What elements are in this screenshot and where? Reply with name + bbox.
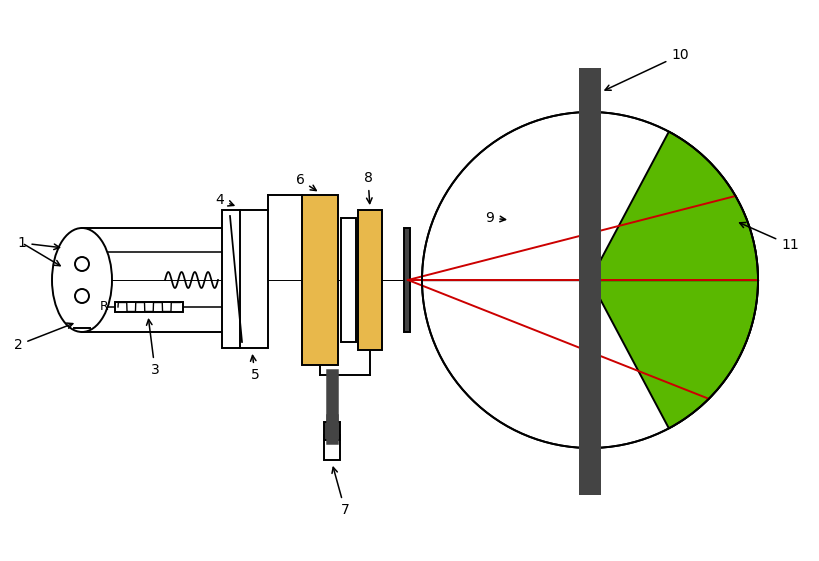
Bar (404, 228, 410, 332)
Text: 2: 2 (14, 323, 73, 352)
Ellipse shape (52, 228, 112, 332)
Text: 10: 10 (604, 48, 688, 90)
Bar (341, 218, 355, 342)
Text: R: R (99, 301, 108, 314)
Bar (578, 68, 600, 495)
Text: 5: 5 (250, 356, 259, 382)
Text: 3: 3 (147, 319, 159, 377)
Text: 4: 4 (215, 193, 233, 207)
Text: 7: 7 (332, 467, 349, 517)
Bar (324, 435, 340, 460)
Text: 6: 6 (295, 173, 316, 191)
Text: 11: 11 (739, 223, 798, 252)
Bar (301, 195, 337, 365)
Text: 1: 1 (17, 236, 60, 250)
Text: 8: 8 (363, 171, 372, 204)
Text: 9: 9 (485, 211, 505, 225)
Bar (115, 302, 183, 312)
Wedge shape (590, 132, 757, 429)
Bar (222, 210, 268, 348)
Bar (358, 210, 382, 350)
Circle shape (422, 112, 757, 448)
Bar (578, 68, 600, 495)
Bar (324, 422, 340, 440)
